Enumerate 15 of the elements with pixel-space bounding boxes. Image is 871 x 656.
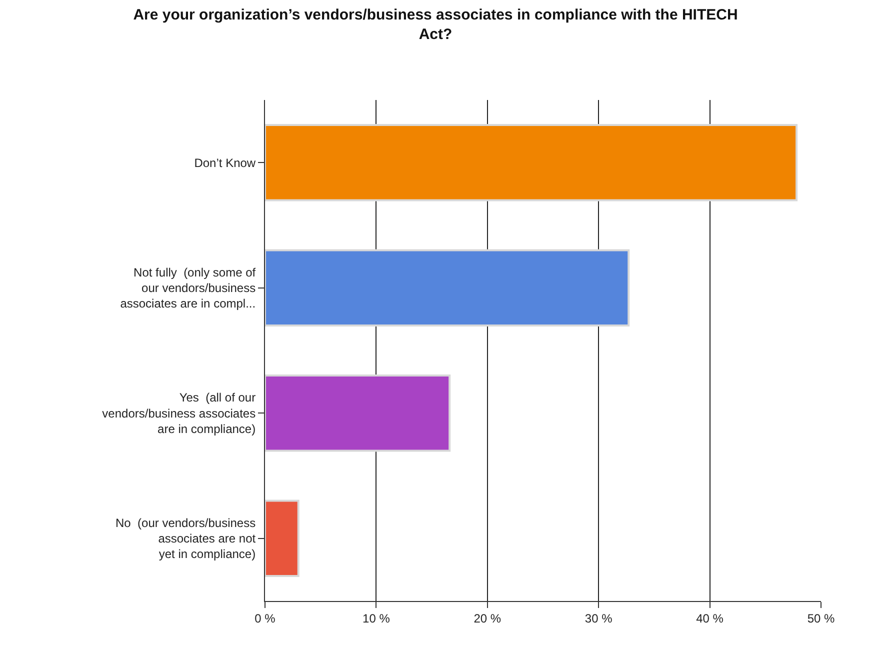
x-tick-label: 10 % [362,611,390,626]
x-tick-label: 30 % [584,611,613,626]
y-tick-label: Don’t Know [194,156,256,170]
x-tick-label: 50 % [807,611,835,626]
chart-title: Are your organization’s vendors/business associates in compliance with the HITECH Act? [133,6,738,44]
y-tick-label: Not fully (only some of our vendors/business associates are in compl... [120,265,256,311]
y-tick-label: Yes (all of our vendors/business associates are in compliance) [102,390,256,436]
x-tick-label: 20 % [474,611,502,626]
bar [265,374,451,452]
bar [265,249,630,326]
y-tick-label: No (our vendors/business associates are not yet in compliance) [116,516,256,562]
x-tick-label: 0 % [254,611,276,626]
bar [265,500,300,577]
x-tick-label: 40 % [696,611,724,626]
bar [265,124,798,202]
